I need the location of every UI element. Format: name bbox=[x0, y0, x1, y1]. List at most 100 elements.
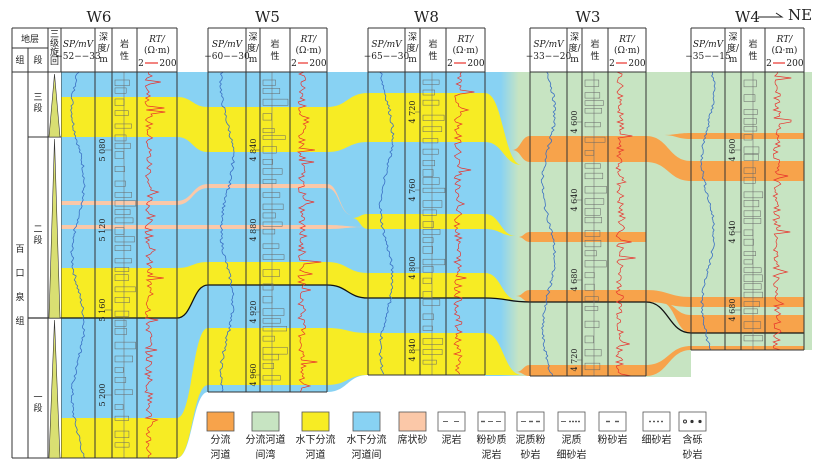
rt-max: 200 bbox=[786, 59, 803, 69]
legend-swatch bbox=[206, 411, 235, 432]
rt-min: 2 bbox=[291, 59, 297, 69]
lithology-bed bbox=[422, 221, 434, 228]
lithology-bed bbox=[584, 136, 606, 143]
depth-header: 度/ bbox=[406, 42, 419, 54]
subaqueous-channel-ribbon bbox=[177, 262, 208, 318]
depth-header: 深 bbox=[248, 32, 257, 43]
rt-header: RT/ bbox=[148, 35, 166, 45]
depth-label: 4 720 bbox=[570, 349, 579, 372]
facies-band bbox=[691, 133, 804, 139]
depth-label: 4 680 bbox=[570, 269, 579, 292]
sp-range: −35−−15 bbox=[685, 52, 731, 62]
depth-label: 4 960 bbox=[249, 364, 258, 387]
sp-log-curve bbox=[700, 71, 716, 351]
legend-label: 席状砂 bbox=[398, 433, 428, 446]
lithology-bed bbox=[114, 328, 127, 335]
sp-header: SP/mV bbox=[212, 40, 244, 50]
pebble-icon bbox=[683, 419, 687, 424]
legend-item: 分流河道 bbox=[206, 411, 235, 461]
rt-header: RT/ bbox=[776, 35, 794, 45]
depth-label: 4 840 bbox=[408, 339, 417, 362]
legend-label: 水下分流 bbox=[296, 433, 336, 446]
sp-log-curve bbox=[70, 71, 86, 459]
lithology-bed bbox=[743, 291, 763, 299]
lithology-bed bbox=[422, 299, 441, 306]
facies-background bbox=[530, 72, 646, 376]
facies-band bbox=[61, 97, 177, 137]
distributary-channel-ribbon bbox=[646, 290, 691, 307]
rt-header: RT/ bbox=[618, 35, 636, 45]
dot-icon bbox=[617, 420, 619, 423]
lithology-header: 性 bbox=[120, 50, 129, 62]
lithology-bed bbox=[743, 274, 763, 282]
lithology-bed bbox=[114, 286, 136, 293]
member-name: 段 bbox=[33, 402, 42, 414]
dot-icon bbox=[529, 420, 531, 423]
sp-header: SP/mV bbox=[371, 40, 403, 50]
well-name: W8 bbox=[414, 8, 439, 26]
lithology-bed bbox=[743, 79, 757, 88]
depth-header: m bbox=[408, 55, 417, 65]
legend-label: 间湾 bbox=[256, 448, 276, 461]
lithology-bed bbox=[262, 335, 275, 342]
lithology-bed bbox=[422, 313, 434, 320]
well-w3 bbox=[529, 27, 647, 377]
lithology-bed bbox=[743, 238, 754, 246]
lithology-bed bbox=[422, 277, 432, 284]
facies-band bbox=[208, 225, 327, 229]
rt-min: 2 bbox=[447, 59, 453, 69]
lithology-bed bbox=[422, 209, 437, 216]
legend-label: 分流 bbox=[211, 433, 231, 446]
well-w6 bbox=[60, 27, 178, 459]
distributary-channel-pinchout bbox=[660, 302, 691, 333]
legend-label: 粉砂质 bbox=[477, 433, 507, 446]
legend-label: 河道 bbox=[306, 448, 326, 461]
facies-band bbox=[208, 107, 327, 152]
formation-header: 组 bbox=[15, 54, 24, 66]
lithology-bed bbox=[262, 283, 274, 291]
sp-range: −65−−30 bbox=[364, 52, 410, 62]
lithology-bed bbox=[422, 89, 435, 96]
sheet-sand-pinchout bbox=[327, 184, 352, 215]
lithology-bed bbox=[262, 375, 281, 381]
lithology-bed bbox=[114, 209, 131, 215]
well-name: W3 bbox=[576, 8, 601, 26]
lithology-bed bbox=[422, 266, 434, 273]
depth-label: 4 880 bbox=[249, 219, 258, 242]
lithology-bed bbox=[422, 229, 441, 235]
rt-min: 2 bbox=[609, 59, 615, 69]
rt-header: RT/ bbox=[457, 35, 475, 45]
lithology-bed bbox=[114, 415, 129, 421]
depth-header: m bbox=[249, 55, 258, 65]
legend-swatch bbox=[642, 411, 671, 432]
sheet-sand-ribbon bbox=[177, 225, 208, 229]
lithology-header: 性 bbox=[748, 50, 757, 62]
lithology-bed bbox=[422, 359, 437, 365]
formation-name: 百 bbox=[15, 244, 24, 255]
legend-label: 泥岩 bbox=[442, 433, 462, 446]
lithology-bed bbox=[584, 240, 602, 248]
depth-header: 深 bbox=[408, 32, 417, 43]
lithology-bed bbox=[114, 227, 125, 235]
sequence-boundary bbox=[326, 284, 369, 299]
legend-label: 细砂岩 bbox=[557, 448, 587, 461]
lithology-bed bbox=[262, 254, 285, 260]
depth-label: 4 920 bbox=[249, 301, 258, 324]
depth-header: m bbox=[99, 55, 108, 65]
lithology-bed bbox=[422, 138, 439, 144]
lithology-bed bbox=[114, 79, 130, 86]
lithology-bed bbox=[114, 110, 129, 116]
dot-icon bbox=[653, 420, 655, 423]
rt-log-curve bbox=[297, 71, 322, 393]
lithology-bed bbox=[262, 159, 273, 165]
lithology-header: 岩 bbox=[120, 38, 129, 50]
lithology-bed bbox=[743, 301, 760, 307]
depth-label: 4 800 bbox=[408, 257, 417, 280]
dot-icon bbox=[536, 420, 538, 423]
depth-header: 度/ bbox=[97, 42, 110, 54]
sp-range: −60−−30 bbox=[204, 52, 250, 62]
depth-header: 深 bbox=[99, 32, 108, 43]
lithology-bed bbox=[743, 200, 760, 208]
